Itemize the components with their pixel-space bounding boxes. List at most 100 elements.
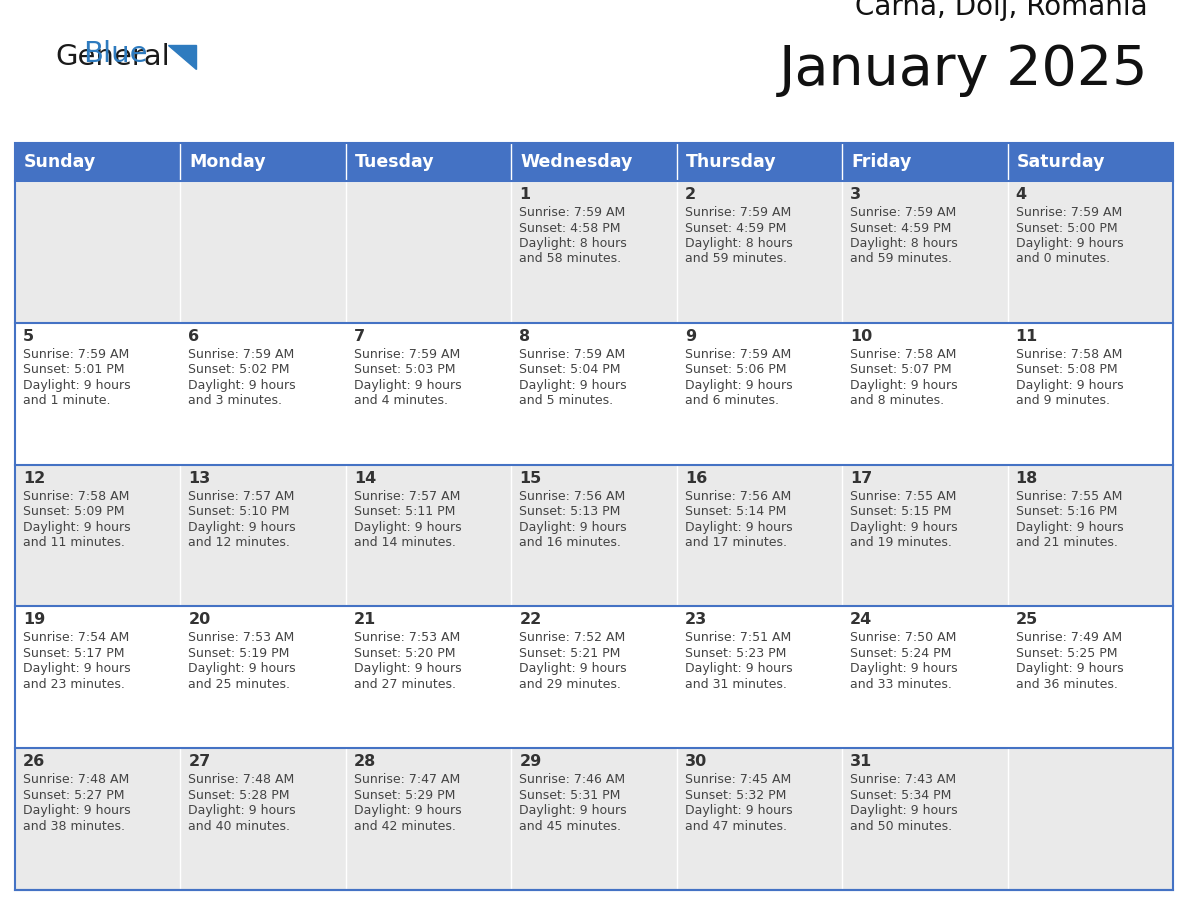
Text: and 59 minutes.: and 59 minutes. xyxy=(684,252,786,265)
Text: and 5 minutes.: and 5 minutes. xyxy=(519,395,613,408)
Text: Sunrise: 7:51 AM: Sunrise: 7:51 AM xyxy=(684,632,791,644)
Text: Daylight: 9 hours: Daylight: 9 hours xyxy=(851,804,958,817)
Text: Sunrise: 7:59 AM: Sunrise: 7:59 AM xyxy=(684,206,791,219)
Text: and 27 minutes.: and 27 minutes. xyxy=(354,677,456,691)
Text: Sunset: 5:15 PM: Sunset: 5:15 PM xyxy=(851,505,952,518)
Text: and 25 minutes.: and 25 minutes. xyxy=(189,677,290,691)
Text: Sunrise: 7:59 AM: Sunrise: 7:59 AM xyxy=(189,348,295,361)
Text: Sunset: 5:17 PM: Sunset: 5:17 PM xyxy=(23,647,125,660)
Bar xyxy=(15,181,1173,323)
Text: Daylight: 9 hours: Daylight: 9 hours xyxy=(851,379,958,392)
Text: General: General xyxy=(55,43,170,71)
Bar xyxy=(15,143,1173,890)
Text: 30: 30 xyxy=(684,755,707,769)
Text: Sunrise: 7:54 AM: Sunrise: 7:54 AM xyxy=(23,632,129,644)
Text: Sunset: 5:23 PM: Sunset: 5:23 PM xyxy=(684,647,786,660)
Text: 6: 6 xyxy=(189,329,200,344)
Text: Daylight: 9 hours: Daylight: 9 hours xyxy=(1016,521,1123,533)
Text: and 3 minutes.: and 3 minutes. xyxy=(189,395,283,408)
Text: Sunrise: 7:59 AM: Sunrise: 7:59 AM xyxy=(1016,206,1121,219)
Text: 31: 31 xyxy=(851,755,872,769)
Text: 3: 3 xyxy=(851,187,861,202)
Text: 7: 7 xyxy=(354,329,365,344)
Text: Sunset: 5:27 PM: Sunset: 5:27 PM xyxy=(23,789,125,801)
Text: 14: 14 xyxy=(354,471,377,486)
Text: Daylight: 9 hours: Daylight: 9 hours xyxy=(684,521,792,533)
Text: and 4 minutes.: and 4 minutes. xyxy=(354,395,448,408)
Text: Sunset: 5:02 PM: Sunset: 5:02 PM xyxy=(189,364,290,376)
Text: Sunrise: 7:52 AM: Sunrise: 7:52 AM xyxy=(519,632,626,644)
Text: Daylight: 9 hours: Daylight: 9 hours xyxy=(1016,663,1123,676)
Text: Sunrise: 7:58 AM: Sunrise: 7:58 AM xyxy=(23,489,129,502)
Text: Sunset: 5:10 PM: Sunset: 5:10 PM xyxy=(189,505,290,518)
Text: January 2025: January 2025 xyxy=(778,43,1148,97)
Text: 16: 16 xyxy=(684,471,707,486)
Text: Sunset: 5:11 PM: Sunset: 5:11 PM xyxy=(354,505,455,518)
Text: Sunset: 5:20 PM: Sunset: 5:20 PM xyxy=(354,647,455,660)
Text: and 23 minutes.: and 23 minutes. xyxy=(23,677,125,691)
Text: 28: 28 xyxy=(354,755,377,769)
Text: and 58 minutes.: and 58 minutes. xyxy=(519,252,621,265)
Text: Sunset: 5:31 PM: Sunset: 5:31 PM xyxy=(519,789,620,801)
Text: 9: 9 xyxy=(684,329,696,344)
Text: and 29 minutes.: and 29 minutes. xyxy=(519,677,621,691)
Text: and 42 minutes.: and 42 minutes. xyxy=(354,820,456,833)
Text: Daylight: 9 hours: Daylight: 9 hours xyxy=(189,521,296,533)
Text: and 6 minutes.: and 6 minutes. xyxy=(684,395,778,408)
Text: Sunset: 5:19 PM: Sunset: 5:19 PM xyxy=(189,647,290,660)
Bar xyxy=(15,323,1173,465)
Text: and 16 minutes.: and 16 minutes. xyxy=(519,536,621,549)
Text: 22: 22 xyxy=(519,612,542,627)
Text: Sunset: 5:25 PM: Sunset: 5:25 PM xyxy=(1016,647,1117,660)
Text: 29: 29 xyxy=(519,755,542,769)
Text: and 8 minutes.: and 8 minutes. xyxy=(851,395,944,408)
Text: and 17 minutes.: and 17 minutes. xyxy=(684,536,786,549)
Text: Daylight: 9 hours: Daylight: 9 hours xyxy=(684,379,792,392)
Text: 27: 27 xyxy=(189,755,210,769)
Text: Daylight: 9 hours: Daylight: 9 hours xyxy=(354,663,461,676)
Text: Daylight: 9 hours: Daylight: 9 hours xyxy=(519,663,627,676)
Text: and 59 minutes.: and 59 minutes. xyxy=(851,252,952,265)
Text: Sunset: 5:34 PM: Sunset: 5:34 PM xyxy=(851,789,952,801)
Text: Sunrise: 7:48 AM: Sunrise: 7:48 AM xyxy=(23,773,129,786)
Text: Sunset: 5:21 PM: Sunset: 5:21 PM xyxy=(519,647,620,660)
Text: and 31 minutes.: and 31 minutes. xyxy=(684,677,786,691)
Text: and 50 minutes.: and 50 minutes. xyxy=(851,820,953,833)
Text: Sunset: 5:08 PM: Sunset: 5:08 PM xyxy=(1016,364,1117,376)
Text: and 9 minutes.: and 9 minutes. xyxy=(1016,395,1110,408)
Text: 11: 11 xyxy=(1016,329,1038,344)
Text: Monday: Monday xyxy=(189,153,266,171)
Text: Sunset: 5:01 PM: Sunset: 5:01 PM xyxy=(23,364,125,376)
Bar xyxy=(1007,143,1173,181)
Bar xyxy=(181,143,346,181)
Bar xyxy=(677,143,842,181)
Text: Sunset: 4:59 PM: Sunset: 4:59 PM xyxy=(684,221,786,234)
Text: and 11 minutes.: and 11 minutes. xyxy=(23,536,125,549)
Text: and 1 minute.: and 1 minute. xyxy=(23,395,110,408)
Text: Daylight: 9 hours: Daylight: 9 hours xyxy=(519,379,627,392)
Text: Daylight: 9 hours: Daylight: 9 hours xyxy=(1016,379,1123,392)
Bar xyxy=(511,143,677,181)
Text: and 14 minutes.: and 14 minutes. xyxy=(354,536,456,549)
Text: Daylight: 9 hours: Daylight: 9 hours xyxy=(23,379,131,392)
Text: Friday: Friday xyxy=(851,153,911,171)
Text: Daylight: 9 hours: Daylight: 9 hours xyxy=(189,804,296,817)
Text: Sunset: 5:29 PM: Sunset: 5:29 PM xyxy=(354,789,455,801)
Text: Daylight: 9 hours: Daylight: 9 hours xyxy=(354,379,461,392)
Text: Daylight: 9 hours: Daylight: 9 hours xyxy=(354,804,461,817)
Text: Daylight: 9 hours: Daylight: 9 hours xyxy=(851,521,958,533)
Text: Sunset: 5:04 PM: Sunset: 5:04 PM xyxy=(519,364,621,376)
Text: Sunset: 4:59 PM: Sunset: 4:59 PM xyxy=(851,221,952,234)
Text: Sunset: 5:24 PM: Sunset: 5:24 PM xyxy=(851,647,952,660)
Text: Sunset: 5:13 PM: Sunset: 5:13 PM xyxy=(519,505,620,518)
Text: Sunset: 5:07 PM: Sunset: 5:07 PM xyxy=(851,364,952,376)
Text: and 19 minutes.: and 19 minutes. xyxy=(851,536,952,549)
Text: Sunset: 5:09 PM: Sunset: 5:09 PM xyxy=(23,505,125,518)
Text: and 21 minutes.: and 21 minutes. xyxy=(1016,536,1118,549)
Text: 17: 17 xyxy=(851,471,872,486)
Text: 15: 15 xyxy=(519,471,542,486)
Text: and 0 minutes.: and 0 minutes. xyxy=(1016,252,1110,265)
Text: Sunrise: 7:56 AM: Sunrise: 7:56 AM xyxy=(519,489,626,502)
Text: Sunrise: 7:59 AM: Sunrise: 7:59 AM xyxy=(354,348,460,361)
Text: and 36 minutes.: and 36 minutes. xyxy=(1016,677,1118,691)
